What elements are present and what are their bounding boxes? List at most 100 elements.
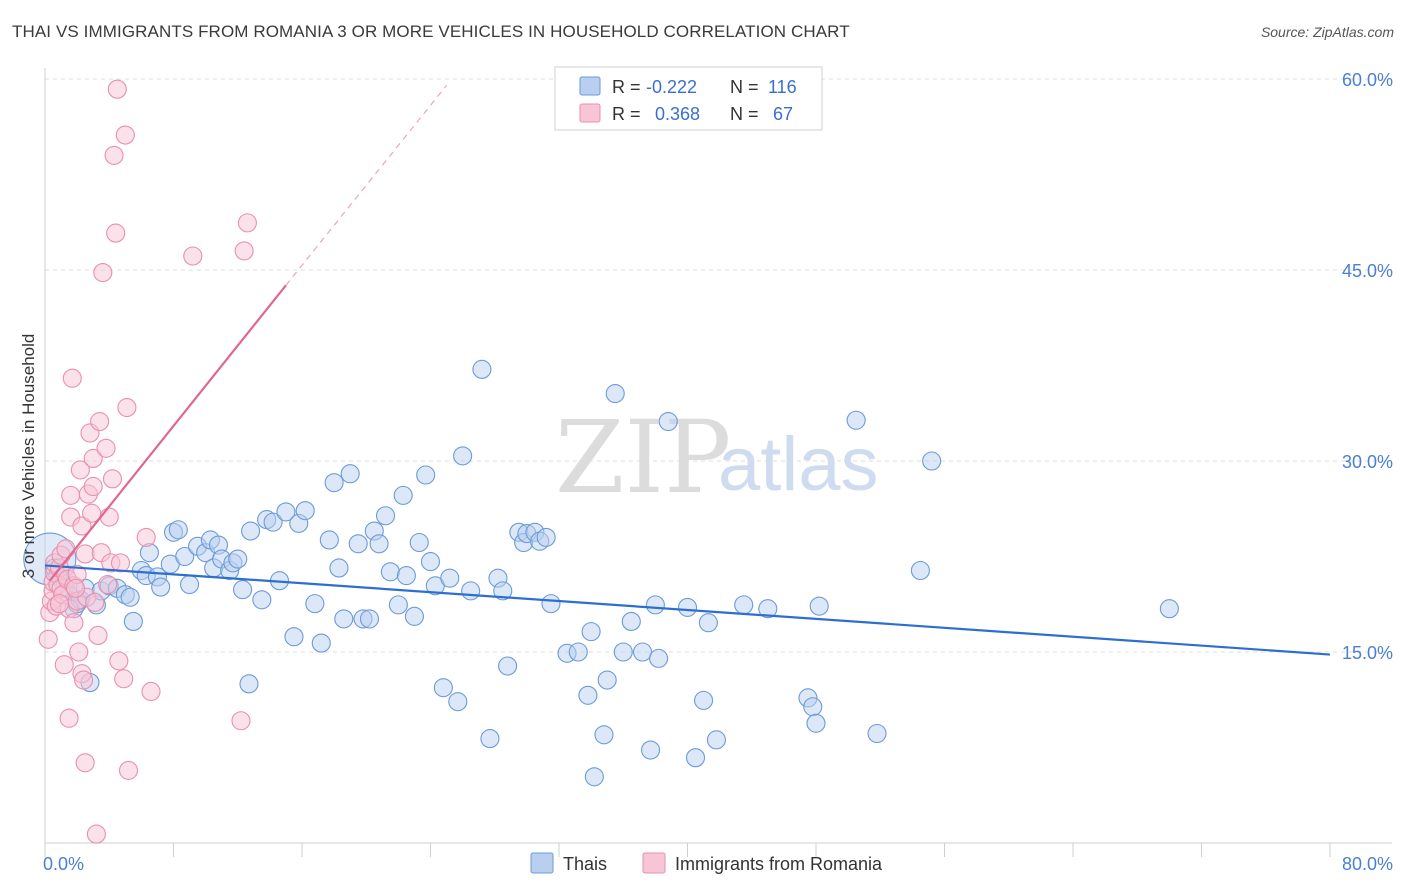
source-label: Source: ZipAtlas.com bbox=[1260, 24, 1394, 40]
point-thais bbox=[393, 485, 413, 505]
grid-lines bbox=[45, 78, 1392, 653]
point-romania bbox=[93, 262, 113, 283]
point-romania bbox=[75, 544, 95, 564]
point-thais bbox=[658, 411, 678, 432]
point-thais bbox=[706, 730, 726, 750]
point-romania bbox=[65, 578, 86, 598]
point-romania bbox=[38, 629, 58, 649]
point-romania bbox=[183, 246, 203, 266]
point-romania bbox=[109, 651, 129, 671]
point-thais bbox=[584, 767, 604, 787]
point-thais bbox=[1159, 599, 1179, 619]
point-thais bbox=[404, 606, 424, 626]
point-thais bbox=[453, 446, 473, 466]
point-romania bbox=[115, 125, 135, 145]
legend-n-label-thais: N = bbox=[730, 77, 759, 97]
point-thais bbox=[685, 748, 706, 768]
point-thais bbox=[329, 558, 349, 578]
point-romania bbox=[114, 669, 134, 689]
point-thais bbox=[120, 587, 140, 607]
point-romania bbox=[59, 708, 79, 728]
series-legend: Thais Immigrants from Romania bbox=[530, 852, 883, 874]
point-thais bbox=[252, 590, 272, 610]
point-romania bbox=[83, 476, 103, 497]
point-thais bbox=[359, 609, 380, 629]
point-romania bbox=[104, 145, 124, 165]
trend-line-romania bbox=[48, 284, 287, 582]
point-thais bbox=[409, 532, 429, 553]
point-romania bbox=[86, 824, 106, 844]
point-romania bbox=[102, 469, 123, 489]
point-romania bbox=[61, 485, 81, 505]
point-thais bbox=[498, 656, 518, 676]
series-romania bbox=[38, 79, 257, 844]
bottom-legend-swatch-thais bbox=[530, 852, 554, 874]
point-thais bbox=[334, 609, 354, 629]
point-thais bbox=[311, 633, 331, 653]
point-thais bbox=[698, 613, 718, 633]
legend-n-thais: 116 bbox=[768, 77, 797, 97]
point-thais bbox=[867, 723, 887, 744]
point-thais bbox=[228, 549, 248, 569]
point-thais bbox=[396, 566, 416, 586]
point-thais bbox=[493, 581, 513, 601]
point-thais bbox=[448, 692, 468, 712]
point-thais bbox=[846, 410, 866, 430]
point-thais bbox=[123, 611, 143, 631]
legend-r-label-thais: R = bbox=[612, 77, 641, 97]
point-thais bbox=[806, 713, 826, 733]
point-thais bbox=[910, 560, 930, 581]
point-thais bbox=[180, 574, 200, 595]
point-romania bbox=[56, 539, 76, 559]
point-romania bbox=[234, 241, 254, 261]
stats-legend: R = -0.222 N = 116 R = 0.368 N = 67 bbox=[554, 66, 823, 131]
axes bbox=[44, 68, 1392, 857]
point-romania bbox=[74, 670, 94, 690]
point-romania bbox=[75, 753, 95, 773]
point-thais bbox=[340, 464, 360, 484]
watermark-atlas: atlas bbox=[718, 422, 879, 507]
point-thais bbox=[168, 520, 188, 540]
point-romania bbox=[231, 711, 251, 731]
point-romania bbox=[141, 681, 161, 702]
point-romania bbox=[136, 527, 156, 547]
point-thais bbox=[369, 534, 389, 554]
point-thais bbox=[645, 595, 665, 615]
point-thais bbox=[380, 562, 400, 582]
point-thais bbox=[803, 697, 823, 717]
point-thais bbox=[613, 642, 633, 662]
point-romania bbox=[85, 592, 105, 612]
legend-r-label-romania: R = bbox=[612, 104, 641, 124]
point-romania bbox=[117, 397, 137, 418]
point-thais bbox=[632, 642, 653, 662]
point-thais bbox=[284, 627, 304, 647]
point-thais bbox=[734, 595, 754, 615]
legend-r-thais: -0.222 bbox=[646, 77, 697, 97]
point-thais bbox=[568, 642, 588, 662]
point-romania bbox=[99, 507, 119, 527]
point-thais bbox=[922, 451, 942, 471]
point-thais bbox=[541, 594, 561, 614]
point-romania bbox=[62, 368, 82, 388]
point-romania bbox=[96, 438, 116, 458]
point-thais bbox=[319, 530, 339, 550]
point-thais bbox=[151, 577, 171, 597]
point-romania bbox=[69, 642, 89, 662]
point-thais bbox=[758, 599, 778, 619]
bottom-legend-romania: Immigrants from Romania bbox=[675, 854, 883, 874]
point-romania bbox=[106, 223, 126, 243]
point-thais bbox=[295, 501, 315, 521]
point-romania bbox=[118, 760, 139, 780]
point-thais bbox=[276, 502, 296, 522]
point-romania bbox=[90, 411, 110, 432]
point-thais bbox=[433, 678, 453, 698]
point-thais bbox=[416, 465, 436, 485]
point-thais bbox=[649, 648, 669, 668]
point-thais bbox=[594, 725, 614, 745]
trend-line-thais bbox=[44, 564, 1331, 656]
bottom-legend-thais: Thais bbox=[563, 854, 607, 874]
y-tick-label: 45.0% bbox=[1342, 261, 1393, 281]
point-romania bbox=[64, 613, 84, 633]
point-thais bbox=[536, 527, 556, 547]
